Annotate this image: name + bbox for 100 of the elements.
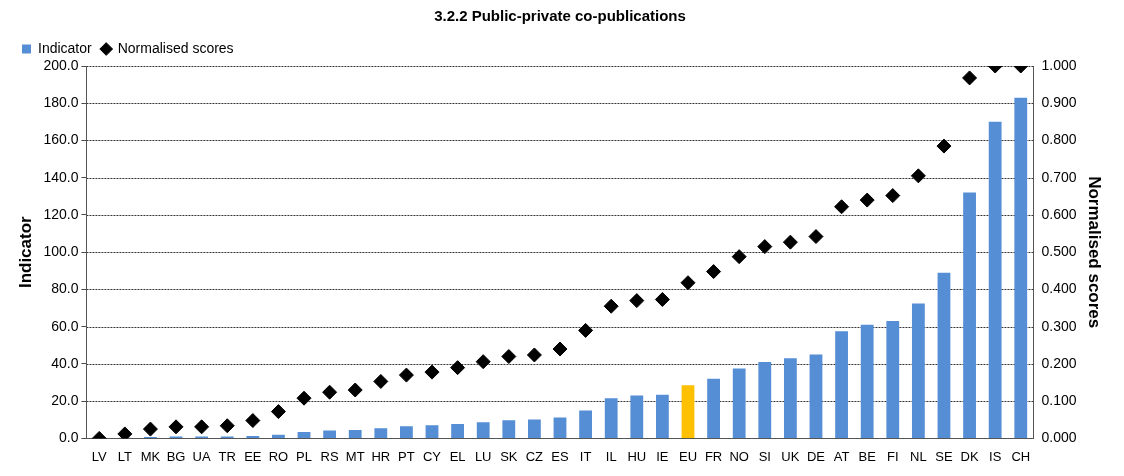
x-tick-label: TR [218, 448, 236, 464]
bar [348, 430, 362, 439]
point [142, 421, 158, 437]
point [936, 138, 952, 154]
bar [297, 431, 311, 439]
point [424, 364, 440, 380]
y-tick-label: 180.0 [43, 94, 79, 111]
bar [655, 394, 669, 439]
point [296, 390, 312, 406]
point [347, 382, 363, 398]
y2-tick-label: 0.400 [1041, 280, 1077, 297]
bar [272, 434, 285, 439]
x-tick-label: EE [244, 448, 262, 464]
y2-tick-label: 0.900 [1041, 94, 1077, 111]
bar [783, 358, 797, 439]
y2-tick-label: 1.000 [1041, 56, 1077, 73]
y-tick-label: 40.0 [51, 354, 79, 371]
y2-axis-title: Normalised scores [1085, 176, 1105, 329]
x-tick-label: EL [449, 448, 466, 464]
point [526, 347, 542, 363]
x-tick-label: RO [268, 448, 289, 464]
point [731, 249, 747, 265]
x-tick-label: SI [758, 448, 771, 464]
x-tick-label: CH [1011, 448, 1031, 464]
y-tick-label: 160.0 [43, 131, 79, 148]
x-tick-label: FI [886, 448, 899, 464]
y2-tick-label: 0.200 [1041, 354, 1077, 371]
y-tick-label: 200.0 [43, 56, 79, 73]
bar [553, 417, 567, 439]
point [219, 418, 235, 434]
bar [860, 324, 874, 439]
y2-tick-label: 0.600 [1041, 205, 1077, 222]
x-tick-label: SE [935, 448, 953, 464]
point [757, 239, 773, 255]
y2-tick-label: 0.500 [1041, 243, 1077, 260]
x-tick-label: CZ [525, 448, 544, 464]
x-tick-label: RS [320, 448, 339, 464]
bar [374, 428, 388, 439]
y2-tick-label: 0.700 [1041, 168, 1077, 185]
point [270, 404, 286, 420]
x-tick-label: IS [989, 448, 1002, 464]
bar [937, 272, 951, 439]
bar [323, 430, 337, 439]
y-tick-label: 80.0 [51, 280, 79, 297]
x-tick-label: MT [345, 448, 365, 464]
y-tick-label: 120.0 [43, 205, 79, 222]
x-tick-label: NL [910, 448, 927, 464]
point [578, 322, 594, 338]
bar [425, 425, 439, 439]
x-tick-label: HR [371, 448, 391, 464]
x-tick-label: EU [678, 448, 698, 464]
point [322, 384, 338, 400]
bar [835, 331, 848, 439]
x-tick-label: BE [858, 448, 877, 464]
x-tick-label: LU [474, 448, 492, 464]
x-tick-label: SK [500, 448, 518, 464]
y2-tick-label: 0.100 [1041, 392, 1077, 409]
y-axis-title: Indicator [15, 215, 35, 289]
point [194, 419, 210, 435]
point [629, 293, 645, 309]
point [654, 292, 670, 307]
x-tick-label: PT [398, 448, 415, 464]
chart-title: 3.2.2 Public-private co-publications [434, 7, 686, 25]
x-tick-label: DK [960, 448, 979, 464]
y2-tick-label: 0.000 [1041, 429, 1077, 446]
y-tick-label: 0.0 [58, 429, 79, 446]
point [885, 188, 901, 204]
y-tick-label: 20.0 [51, 392, 79, 409]
legend-label: Indicator [38, 39, 93, 56]
bar [758, 362, 772, 439]
x-tick-label: BG [166, 448, 186, 464]
point [910, 168, 926, 184]
bar [681, 385, 695, 439]
point [808, 229, 824, 245]
point [552, 341, 568, 357]
point [475, 354, 491, 370]
x-tick-label: LT [117, 448, 132, 464]
x-tick-label: IE [656, 448, 669, 464]
bar [911, 303, 925, 439]
bar [707, 378, 720, 439]
bar [1014, 97, 1028, 439]
y2-tick-label: 0.300 [1041, 317, 1077, 334]
legend-label: Normalised scores [117, 39, 234, 56]
point [962, 70, 978, 86]
bar [886, 321, 900, 439]
y2-tick-label: 0.800 [1041, 131, 1077, 148]
point [117, 426, 133, 439]
point [680, 275, 696, 291]
x-tick-label: DE [806, 448, 826, 464]
bar [988, 121, 1002, 439]
bar [579, 410, 592, 439]
bar [809, 354, 823, 439]
y-tick-label: 100.0 [43, 243, 79, 260]
x-tick-label: UA [192, 448, 211, 464]
x-tick-label: HU [627, 448, 647, 464]
point [603, 298, 619, 314]
x-tick-label: UK [781, 448, 800, 464]
point [706, 264, 722, 280]
x-tick-label: NO [729, 448, 749, 464]
bar [451, 424, 465, 439]
